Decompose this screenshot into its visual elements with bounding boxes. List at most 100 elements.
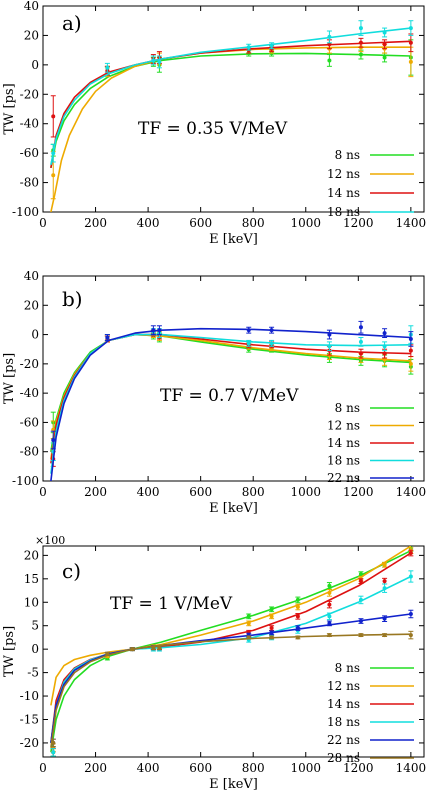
- data-point: [246, 614, 251, 619]
- data-point: [130, 647, 135, 652]
- x-tick-label: 1000: [290, 761, 321, 775]
- legend-label: 14 ns: [327, 186, 360, 200]
- x-tick-label: 1200: [343, 485, 374, 499]
- panel-b: 0 200 400 600 800 1000 1200 1400-100-80-60-40-2…: [2, 269, 426, 516]
- data-point: [382, 633, 387, 638]
- y-tick-label: -15: [20, 712, 39, 726]
- data-point: [105, 651, 110, 656]
- data-point: [408, 336, 413, 341]
- x-tick-label: 600: [189, 216, 212, 230]
- y-tick-label: 15: [24, 572, 39, 586]
- y-tick-label: -60: [20, 146, 39, 160]
- y-tick-label: -10: [20, 689, 39, 703]
- data-point: [105, 335, 110, 340]
- data-point: [51, 173, 56, 178]
- x-tick-label: 800: [242, 761, 265, 775]
- data-point: [157, 328, 162, 333]
- fit-curve: [50, 333, 411, 474]
- y-tick-label: 20: [24, 28, 39, 42]
- data-point: [382, 42, 387, 47]
- plot-frame: [42, 545, 425, 758]
- data-point: [382, 586, 387, 591]
- x-tick-label: 0: [39, 761, 47, 775]
- data-point: [358, 339, 363, 344]
- y-axis-label: TW [ps]: [2, 353, 17, 404]
- y-tick-label: -5: [27, 666, 39, 680]
- data-point: [327, 34, 332, 39]
- data-point: [358, 579, 363, 584]
- data-point: [358, 40, 363, 45]
- data-point: [327, 583, 332, 588]
- legend-label: 12 ns: [327, 679, 360, 693]
- y-tick-label: -100: [12, 474, 39, 488]
- x-tick-label: 800: [242, 485, 265, 499]
- data-point: [269, 635, 274, 640]
- legend-label: 8 ns: [335, 401, 360, 415]
- data-point: [327, 602, 332, 607]
- data-point: [295, 604, 300, 609]
- tf-annotation: TF = 1 V/MeV: [110, 594, 233, 614]
- data-point: [327, 344, 332, 349]
- y-tick-label: -80: [20, 445, 39, 459]
- data-point: [151, 328, 156, 333]
- legend-label: 12 ns: [327, 419, 360, 433]
- data-point: [358, 619, 363, 624]
- x-tick-label: 1000: [290, 485, 321, 499]
- legend-label: 18 ns: [327, 454, 360, 468]
- legend-label: 18 ns: [327, 205, 360, 219]
- panel-label: a): [62, 11, 82, 35]
- data-point: [358, 325, 363, 330]
- data-point: [51, 151, 56, 156]
- data-point: [358, 572, 363, 577]
- x-tick-label: 200: [84, 216, 107, 230]
- data-point: [408, 551, 413, 556]
- legend-label: 22 ns: [327, 733, 360, 747]
- tf-annotation: TF = 0.35 V/MeV: [138, 119, 288, 139]
- x-tick-label: 1000: [290, 216, 321, 230]
- data-point: [151, 58, 156, 63]
- data-point: [269, 43, 274, 48]
- data-point: [327, 590, 332, 595]
- data-layer: [50, 546, 414, 757]
- x-axis-label: E [keV]: [209, 501, 258, 516]
- data-point: [358, 351, 363, 356]
- y-tick-label: 40: [24, 269, 39, 283]
- y-axis-label: TW [ps]: [2, 83, 17, 134]
- data-point: [408, 574, 413, 579]
- data-point: [246, 635, 251, 640]
- y-multiplier-label: ×100: [35, 534, 65, 547]
- x-tick-label: 1400: [396, 761, 427, 775]
- y-tick-label: 0: [31, 328, 39, 342]
- x-tick-label: 200: [84, 761, 107, 775]
- data-point: [51, 750, 56, 755]
- x-tick-label: 600: [189, 761, 212, 775]
- plot-frame: [42, 5, 425, 213]
- data-point: [105, 65, 110, 70]
- legend-label: 22 ns: [327, 471, 360, 485]
- data-point: [408, 348, 413, 353]
- data-point: [408, 40, 413, 45]
- y-tick-label: -100: [12, 205, 39, 219]
- data-point: [382, 55, 387, 60]
- y-tick-label: 20: [24, 548, 39, 562]
- legend-label: 8 ns: [335, 148, 360, 162]
- data-point: [327, 614, 332, 619]
- fit-curve: [50, 327, 411, 481]
- data-point: [358, 52, 363, 57]
- data-point: [382, 616, 387, 621]
- data-point: [327, 633, 332, 638]
- legend-label: 18 ns: [327, 715, 360, 729]
- series-18ns: [50, 20, 414, 166]
- data-point: [382, 562, 387, 567]
- x-tick-label: 600: [189, 485, 212, 499]
- data-point: [157, 59, 162, 64]
- data-point: [408, 361, 413, 366]
- x-tick-label: 1400: [396, 485, 427, 499]
- y-tick-label: 10: [24, 595, 39, 609]
- data-point: [408, 59, 413, 64]
- data-point: [327, 58, 332, 63]
- legend-label: 14 ns: [327, 436, 360, 450]
- x-tick-label: 400: [137, 216, 160, 230]
- data-point: [269, 630, 274, 635]
